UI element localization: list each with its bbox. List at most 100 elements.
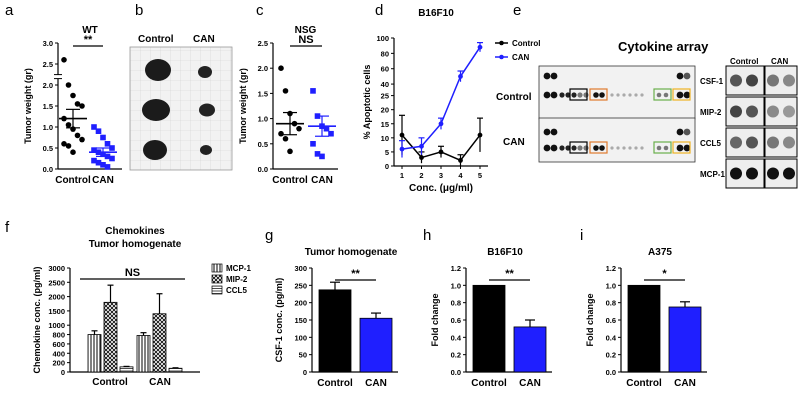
array-box-mcp1 bbox=[589, 141, 608, 154]
data-point bbox=[65, 82, 72, 88]
array-col-control: Control bbox=[730, 57, 758, 66]
y-tick-label: 2000 bbox=[48, 293, 65, 302]
array-dots bbox=[543, 72, 691, 154]
zoom-spot bbox=[767, 105, 779, 118]
data-point bbox=[104, 141, 111, 147]
y-axis-title: Fold change bbox=[430, 293, 440, 346]
array-spot bbox=[683, 72, 691, 80]
array-box-mip2 bbox=[653, 141, 672, 154]
panel-label-b: b bbox=[135, 2, 143, 19]
array-spot bbox=[634, 93, 638, 97]
array-spot bbox=[634, 146, 638, 150]
zoom-spot bbox=[783, 105, 795, 118]
chart-title: Chemokines bbox=[105, 226, 165, 237]
data-point bbox=[282, 88, 289, 94]
bar bbox=[87, 334, 102, 373]
y-tick-label: 100 bbox=[294, 333, 307, 342]
array-spot bbox=[622, 146, 626, 150]
bar bbox=[472, 284, 506, 373]
legend-swatch bbox=[211, 263, 223, 273]
array-spot bbox=[656, 145, 662, 151]
panel-label-e: e bbox=[513, 2, 521, 19]
y-tick-label: 1.0 bbox=[258, 115, 268, 124]
tumor-can-1 bbox=[198, 66, 212, 78]
y-tick-label: 3000 bbox=[48, 264, 65, 273]
panel-label-a: a bbox=[5, 2, 14, 19]
tumor-control-3 bbox=[143, 140, 167, 160]
y-tick-label: 0.0 bbox=[258, 165, 268, 174]
y-tick-label: 10 bbox=[381, 134, 389, 143]
data-point bbox=[419, 155, 424, 160]
cytokine-label: CSF-1 bbox=[700, 77, 724, 86]
chart-g: Tumor homogenate 0 50 100 150 200 250 300 CSF-1 … bbox=[274, 247, 398, 389]
y-tick-label: 50 bbox=[299, 351, 307, 360]
bar bbox=[119, 366, 134, 373]
data-point bbox=[74, 101, 81, 107]
y-axis-title: Chemokine conc. (pg/ml) bbox=[32, 266, 42, 373]
array-spot bbox=[622, 93, 626, 97]
array-spot bbox=[543, 72, 551, 80]
legend-label: MIP-2 bbox=[226, 275, 248, 284]
y-tick-label: 0.0 bbox=[43, 165, 53, 174]
data-point bbox=[70, 126, 76, 132]
chart-title: B16F10 bbox=[487, 247, 523, 258]
array-spot bbox=[593, 145, 599, 151]
category-label: Control bbox=[92, 377, 128, 388]
y-tick-label: 0.6 bbox=[606, 316, 616, 325]
array-spot bbox=[640, 146, 644, 150]
zoom-spot bbox=[783, 167, 795, 180]
category-label: Control bbox=[471, 378, 507, 389]
zoom-spot bbox=[746, 105, 758, 118]
array-spot bbox=[577, 92, 583, 98]
tumor-can-2 bbox=[199, 103, 215, 117]
panel-e-array: Cytokine array Control CAN Control CAN C… bbox=[496, 39, 798, 189]
data-point bbox=[95, 159, 102, 166]
y-tick-label: 3.0 bbox=[43, 39, 53, 48]
array-spot bbox=[550, 128, 558, 136]
panel-label-i: i bbox=[580, 227, 583, 244]
y-tick-label: 0.6 bbox=[451, 316, 461, 325]
y-tick-label: 0.5 bbox=[43, 144, 53, 153]
y-tick-label: 0.4 bbox=[606, 333, 617, 342]
legend-marker bbox=[499, 54, 504, 60]
array-row-control: Control bbox=[496, 92, 532, 103]
y-tick-label: 80 bbox=[381, 49, 389, 58]
array-spot bbox=[583, 145, 589, 151]
data-point bbox=[100, 151, 106, 158]
zoom-spot bbox=[783, 74, 795, 87]
cytokine-label: CCL5 bbox=[700, 139, 721, 148]
array-spot bbox=[543, 144, 551, 152]
category-label: CAN bbox=[519, 378, 541, 389]
y-tick-label: 2.5 bbox=[258, 39, 268, 48]
y-tick-label: 0 bbox=[61, 368, 65, 377]
data-point bbox=[296, 125, 302, 132]
bar bbox=[668, 306, 702, 373]
y-tick-label: 200 bbox=[294, 299, 307, 308]
y-tick-label: 250 bbox=[294, 281, 307, 290]
zoom-spot bbox=[746, 74, 758, 87]
panel-label-f: f bbox=[5, 219, 10, 236]
y-tick-label: 1.5 bbox=[258, 89, 268, 98]
data-point bbox=[419, 143, 424, 149]
charts-layer: WT 0.0 0.5 1.0 1.5 2.0 2.5 3.0 Tumor weight (gr)… bbox=[23, 8, 707, 389]
bar bbox=[103, 301, 118, 373]
legend-label: MCP-1 bbox=[226, 264, 251, 273]
y-tick-label: 0 bbox=[303, 368, 307, 377]
y-tick-label: 800 bbox=[52, 331, 65, 340]
data-point bbox=[79, 136, 85, 143]
data-point bbox=[91, 157, 97, 164]
y-tick-label: 2.0 bbox=[258, 64, 268, 73]
y-tick-label: 150 bbox=[294, 316, 307, 325]
data-point bbox=[287, 148, 293, 155]
data-point bbox=[95, 149, 102, 155]
data-point bbox=[314, 113, 321, 119]
chart-subtitle: Tumor homogenate bbox=[89, 239, 182, 250]
y-tick-label: 0.8 bbox=[451, 299, 461, 308]
array-box-mip2 bbox=[653, 88, 672, 101]
y-tick-label: 1.0 bbox=[606, 281, 616, 290]
bar bbox=[168, 367, 183, 373]
chart-title: B16F10 bbox=[418, 8, 454, 19]
zoom-spot bbox=[767, 167, 779, 180]
y-tick-label: 0.4 bbox=[451, 333, 462, 342]
y-tick-label: 1.0 bbox=[451, 281, 461, 290]
